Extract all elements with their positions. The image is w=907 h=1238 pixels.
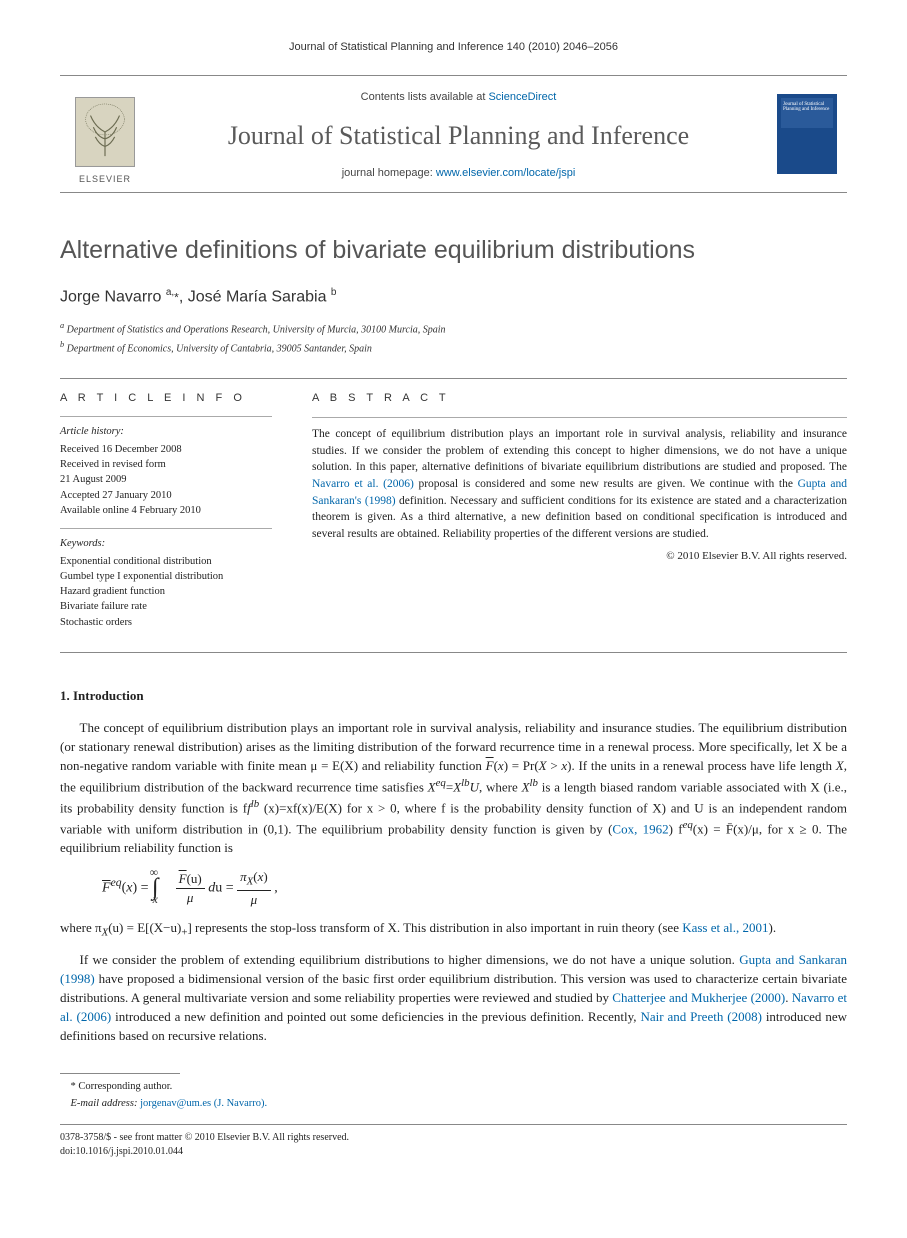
email-link[interactable]: jorgenav@um.es (J. Navarro). — [140, 1098, 267, 1109]
affiliation-b: b Department of Economics, University of… — [60, 339, 847, 356]
ref-chatterjee-mukherjee-2000[interactable]: Chatterjee and Mukherjee (2000) — [612, 990, 785, 1005]
ref-cox-1962[interactable]: Cox, 1962 — [612, 821, 668, 836]
affiliations: a Department of Statistics and Operation… — [60, 320, 847, 356]
history-line: Accepted 27 January 2010 — [60, 488, 272, 503]
section-title-introduction: 1. Introduction — [60, 687, 847, 705]
history-title: Article history: — [60, 425, 272, 440]
contents-prefix: Contents lists available at — [361, 91, 489, 103]
authors: Jorge Navarro a,*, José María Sarabia b — [60, 286, 847, 309]
divider — [60, 416, 272, 417]
ref-gupta-sankaran-1998b[interactable]: Gupta and Sankaran (1998) — [60, 952, 847, 986]
body-paragraph-3: If we consider the problem of extending … — [60, 951, 847, 1045]
keywords-title: Keywords: — [60, 537, 272, 552]
journal-name: Journal of Statistical Planning and Infe… — [160, 118, 757, 154]
keyword: Gumbel type I exponential distribution — [60, 569, 272, 584]
journal-cover-icon: Journal of Statistical Planning and Infe… — [777, 94, 837, 174]
divider — [312, 417, 847, 418]
history-line: Available online 4 February 2010 — [60, 503, 272, 518]
copyright-block: 0378-3758/$ - see front matter © 2010 El… — [60, 1131, 847, 1159]
history-block: Received 16 December 2008 Received in re… — [60, 442, 272, 518]
abstract-column: A B S T R A C T The concept of equilibri… — [290, 379, 847, 652]
homepage-prefix: journal homepage: — [342, 167, 436, 179]
affiliation-a-text: Department of Statistics and Operations … — [67, 325, 446, 336]
body-paragraph-2: where πX(u) = E[(X−u)+] represents the s… — [60, 919, 847, 941]
keyword: Stochastic orders — [60, 615, 272, 630]
publisher-name: ELSEVIER — [79, 173, 131, 186]
divider — [60, 528, 272, 529]
ref-navarro-2006[interactable]: Navarro et al. (2006) — [312, 478, 414, 490]
history-line: Received 16 December 2008 — [60, 442, 272, 457]
publisher-block: ELSEVIER — [60, 76, 150, 191]
front-matter-line: 0378-3758/$ - see front matter © 2010 El… — [60, 1131, 847, 1145]
abstract-label: A B S T R A C T — [312, 391, 847, 407]
email-label: E-mail address: — [71, 1098, 138, 1109]
ref-nair-preeth-2008[interactable]: Nair and Preeth (2008) — [640, 1009, 761, 1024]
keyword: Exponential conditional distribution — [60, 554, 272, 569]
footnote-rule — [60, 1073, 180, 1074]
ref-kass-2001[interactable]: Kass et al., 2001 — [682, 920, 768, 935]
journal-cover-text: Journal of Statistical Planning and Infe… — [783, 102, 831, 113]
article-info-label: A R T I C L E I N F O — [60, 391, 272, 406]
homepage-line: journal homepage: www.elsevier.com/locat… — [160, 166, 757, 181]
footnotes: * Corresponding author. E-mail address: … — [60, 1080, 847, 1111]
doi-line: doi:10.1016/j.jspi.2010.01.044 — [60, 1145, 847, 1159]
keywords-block: Exponential conditional distribution Gum… — [60, 554, 272, 630]
abstract-text: The concept of equilibrium distribution … — [312, 426, 847, 543]
keyword: Bivariate failure rate — [60, 599, 272, 614]
corresponding-author-note: * Corresponding author. — [60, 1080, 847, 1095]
body-paragraph-1: The concept of equilibrium distribution … — [60, 719, 847, 858]
elsevier-tree-icon — [75, 97, 135, 167]
article-info-column: A R T I C L E I N F O Article history: R… — [60, 379, 290, 652]
abstract-copyright: © 2010 Elsevier B.V. All rights reserved… — [312, 549, 847, 565]
journal-cover-block: Journal of Statistical Planning and Infe… — [767, 76, 847, 191]
affiliation-b-text: Department of Economics, University of C… — [67, 343, 372, 354]
running-head: Journal of Statistical Planning and Infe… — [60, 40, 847, 55]
masthead-center: Contents lists available at ScienceDirec… — [150, 76, 767, 191]
equation-reliability: Feq(x) = ∫x∞ F(u)μ du = πX(x)μ , — [102, 868, 847, 909]
homepage-link[interactable]: www.elsevier.com/locate/jspi — [436, 167, 575, 179]
masthead: ELSEVIER Contents lists available at Sci… — [60, 75, 847, 192]
history-line: 21 August 2009 — [60, 472, 272, 487]
email-footnote: E-mail address: jorgenav@um.es (J. Navar… — [60, 1097, 847, 1112]
keyword: Hazard gradient function — [60, 584, 272, 599]
contents-line: Contents lists available at ScienceDirec… — [160, 90, 757, 105]
bottom-rule — [60, 1124, 847, 1125]
article-title: Alternative definitions of bivariate equ… — [60, 233, 847, 268]
sciencedirect-link[interactable]: ScienceDirect — [488, 91, 556, 103]
history-line: Received in revised form — [60, 457, 272, 472]
info-abstract-block: A R T I C L E I N F O Article history: R… — [60, 378, 847, 653]
affiliation-a: a Department of Statistics and Operation… — [60, 320, 847, 337]
